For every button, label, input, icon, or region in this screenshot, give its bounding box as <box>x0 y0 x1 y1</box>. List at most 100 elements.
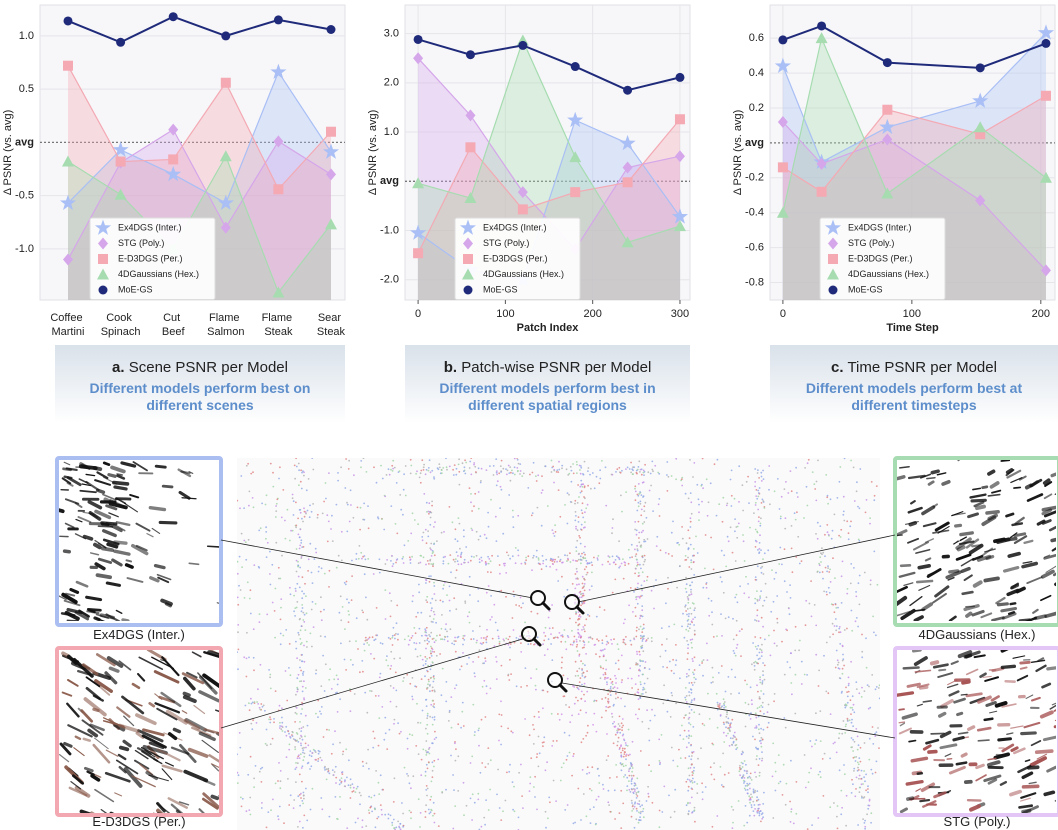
point <box>543 640 545 642</box>
point <box>551 713 553 715</box>
point <box>441 614 443 616</box>
point <box>668 795 670 797</box>
point <box>485 799 487 801</box>
point <box>733 742 735 744</box>
point <box>781 641 783 643</box>
point <box>599 656 601 658</box>
point <box>685 610 687 612</box>
point <box>470 798 472 800</box>
point <box>536 550 538 552</box>
point <box>757 691 759 693</box>
point <box>329 570 331 572</box>
point <box>574 520 576 522</box>
point <box>692 672 694 674</box>
point <box>405 495 407 497</box>
point <box>521 475 523 477</box>
point <box>372 731 374 733</box>
point <box>444 639 446 641</box>
point <box>831 538 833 540</box>
point <box>380 774 382 776</box>
point <box>630 762 632 764</box>
point <box>743 825 745 827</box>
point <box>762 674 764 676</box>
point <box>835 618 837 620</box>
point <box>796 511 798 513</box>
point <box>351 560 353 562</box>
point <box>597 559 599 561</box>
point <box>635 499 637 501</box>
point <box>835 629 837 631</box>
point <box>785 481 787 483</box>
point <box>480 480 482 482</box>
point <box>712 667 714 669</box>
point <box>694 633 696 635</box>
point <box>269 716 271 718</box>
point <box>763 573 765 575</box>
point <box>619 565 621 567</box>
point <box>649 668 651 670</box>
inset-stroke <box>943 482 949 484</box>
point <box>560 641 562 643</box>
point <box>566 560 568 562</box>
point <box>589 562 591 564</box>
point <box>360 552 362 554</box>
point <box>844 458 846 460</box>
point <box>671 532 673 534</box>
point <box>415 616 417 618</box>
point <box>569 618 571 620</box>
point <box>666 667 668 669</box>
point <box>565 641 567 643</box>
point <box>760 517 762 519</box>
point <box>515 547 517 549</box>
point <box>269 551 271 553</box>
inset-stroke <box>127 560 132 561</box>
point <box>854 500 856 502</box>
point <box>585 566 587 568</box>
point <box>318 753 320 755</box>
point <box>479 561 481 563</box>
point <box>378 745 380 747</box>
point <box>474 676 476 678</box>
point <box>689 537 691 539</box>
point <box>642 811 644 813</box>
point <box>774 693 776 695</box>
point <box>315 759 317 761</box>
point <box>636 797 638 799</box>
point <box>583 694 585 696</box>
point <box>474 672 476 674</box>
point <box>738 800 740 802</box>
point <box>840 790 842 792</box>
point <box>642 674 644 676</box>
point <box>683 738 685 740</box>
point <box>750 794 752 796</box>
point <box>430 650 432 652</box>
point <box>620 762 622 764</box>
point <box>760 740 762 742</box>
point <box>261 767 263 769</box>
point <box>750 686 752 688</box>
point <box>579 640 581 642</box>
point <box>374 737 376 739</box>
point <box>689 706 691 708</box>
point <box>853 704 855 706</box>
point <box>836 650 838 652</box>
point <box>428 681 430 683</box>
point <box>541 475 543 477</box>
point <box>833 802 835 804</box>
point <box>850 747 852 749</box>
point <box>237 573 239 575</box>
point <box>299 545 301 547</box>
point <box>337 678 339 680</box>
point <box>732 822 734 824</box>
point <box>309 516 311 518</box>
point <box>563 762 565 764</box>
point <box>362 819 364 821</box>
point <box>406 773 408 775</box>
point <box>623 578 625 580</box>
point <box>572 685 574 687</box>
point <box>728 540 730 542</box>
point <box>864 828 866 830</box>
point <box>462 638 464 640</box>
point <box>583 578 585 580</box>
point <box>690 562 692 564</box>
